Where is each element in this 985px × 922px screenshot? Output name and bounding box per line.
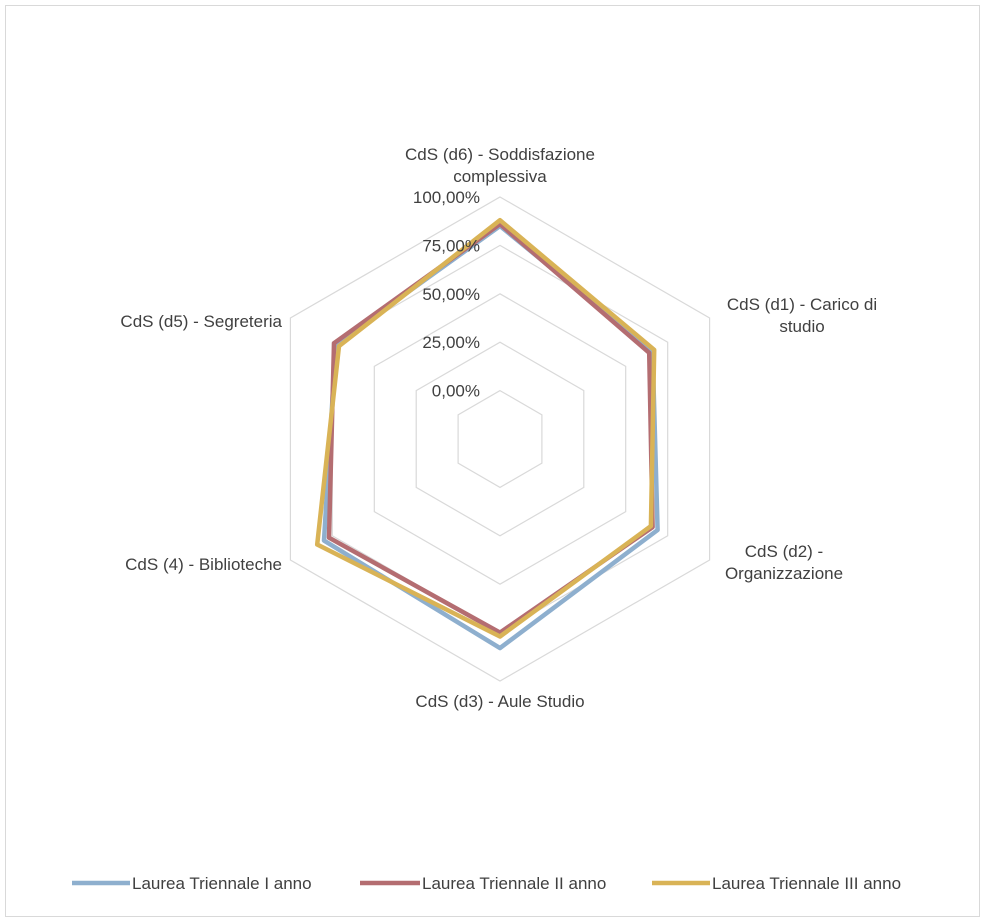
category-label: CdS (d5) - Segreteria	[120, 312, 282, 331]
legend: Laurea Triennale I anno Laurea Triennale …	[72, 874, 901, 893]
tick-label: 50,00%	[422, 285, 480, 304]
category-label-line: complessiva	[453, 167, 547, 186]
category-label-line: CdS (d5) - Segreteria	[120, 312, 282, 331]
category-label: CdS (d3) - Aule Studio	[415, 692, 584, 711]
category-label-line: studio	[779, 317, 824, 336]
legend-item-3: Laurea Triennale III anno	[652, 874, 901, 893]
grid-layer	[289, 196, 711, 682]
legend-item-1: Laurea Triennale I anno	[72, 874, 312, 893]
series-line-3	[314, 217, 657, 639]
category-label-line: CdS (d1) - Carico di	[727, 295, 877, 314]
category-label: CdS (d6) - Soddisfazione complessiva	[405, 145, 595, 186]
category-label: CdS (4) - Biblioteche	[125, 555, 282, 574]
grid-ring	[457, 389, 543, 489]
grid-ring	[373, 293, 627, 585]
legend-label: Laurea Triennale I anno	[132, 874, 312, 893]
tick-label: 25,00%	[422, 333, 480, 352]
category-label-line: CdS (d3) - Aule Studio	[415, 692, 584, 711]
category-label-line: CdS (d2) -	[745, 542, 823, 561]
category-label-line: CdS (4) - Biblioteche	[125, 555, 282, 574]
legend-item-2: Laurea Triennale II anno	[360, 874, 606, 893]
category-label-line: CdS (d6) - Soddisfazione	[405, 145, 595, 164]
legend-label: Laurea Triennale II anno	[422, 874, 606, 893]
chart-frame	[5, 5, 980, 917]
grid-ring	[289, 196, 711, 682]
tick-label: 75,00%	[422, 236, 480, 255]
tick-labels: 0,00% 25,00% 50,00% 75,00% 100,00%	[413, 188, 480, 401]
category-label-line: Organizzazione	[725, 564, 843, 583]
tick-label: 0,00%	[432, 382, 480, 401]
legend-label: Laurea Triennale III anno	[712, 874, 901, 893]
grid-ring	[415, 341, 585, 537]
series-layer	[314, 217, 660, 651]
category-label: CdS (d1) - Carico di studio	[727, 295, 877, 336]
category-label: CdS (d2) - Organizzazione	[725, 542, 843, 583]
series-line-2	[326, 221, 655, 635]
tick-label: 100,00%	[413, 188, 480, 207]
